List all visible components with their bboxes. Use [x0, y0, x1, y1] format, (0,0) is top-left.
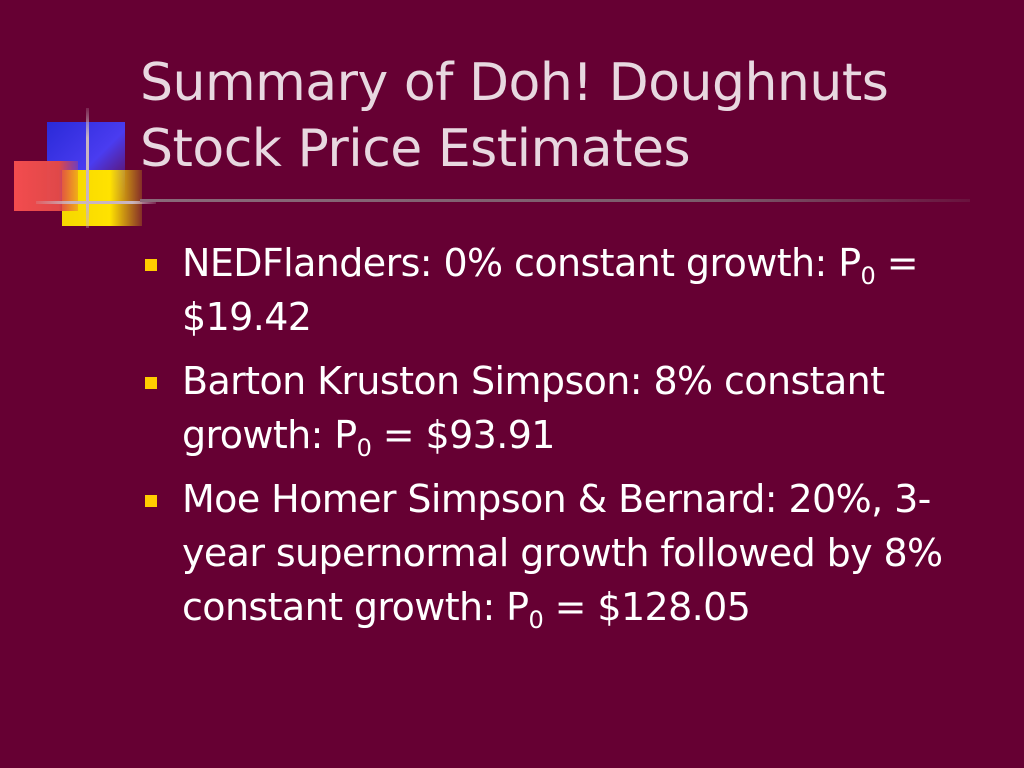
bullet-text: NEDFlanders: 0% constant growth: P0 = $1… [182, 241, 919, 339]
bullet-list: NEDFlanders: 0% constant growth: P0 = $1… [142, 236, 1002, 644]
subscript: 0 [356, 434, 372, 462]
bullet-text: Moe Homer Simpson & Bernard: 20%, 3-year… [182, 477, 943, 632]
bullet-square-icon [145, 377, 157, 389]
title-line-1: Summary of Doh! Doughnuts [140, 53, 889, 113]
bullet-square-icon [145, 259, 157, 271]
vertical-line [86, 108, 89, 228]
bullet-text-pre: NEDFlanders: 0% constant growth: P [182, 241, 861, 285]
decorative-squares-logo [0, 0, 160, 240]
title-line-2: Stock Price Estimates [140, 119, 691, 179]
horizontal-line [36, 201, 156, 204]
bullet-text-post: = $128.05 [543, 585, 751, 629]
bullet-text-pre: Barton Kruston Simpson: 8% constant grow… [182, 359, 885, 457]
slide-title: Summary of Doh! Doughnuts Stock Price Es… [140, 50, 1000, 182]
bullet-square-icon [145, 495, 157, 507]
subscript: 0 [528, 606, 544, 634]
bullet-item-barton: Barton Kruston Simpson: 8% constant grow… [142, 354, 1002, 462]
bullet-item-moe: Moe Homer Simpson & Bernard: 20%, 3-year… [142, 472, 1002, 634]
subscript: 0 [860, 262, 876, 290]
bullet-text-post: = $19.42 [182, 241, 919, 339]
title-divider [140, 199, 970, 202]
bullet-item-nedflanders: NEDFlanders: 0% constant growth: P0 = $1… [142, 236, 1002, 344]
bullet-text: Barton Kruston Simpson: 8% constant grow… [182, 359, 885, 460]
bullet-text-post: = $93.91 [371, 413, 556, 457]
bullet-text-pre: Moe Homer Simpson & Bernard: 20%, 3-year… [182, 477, 943, 629]
